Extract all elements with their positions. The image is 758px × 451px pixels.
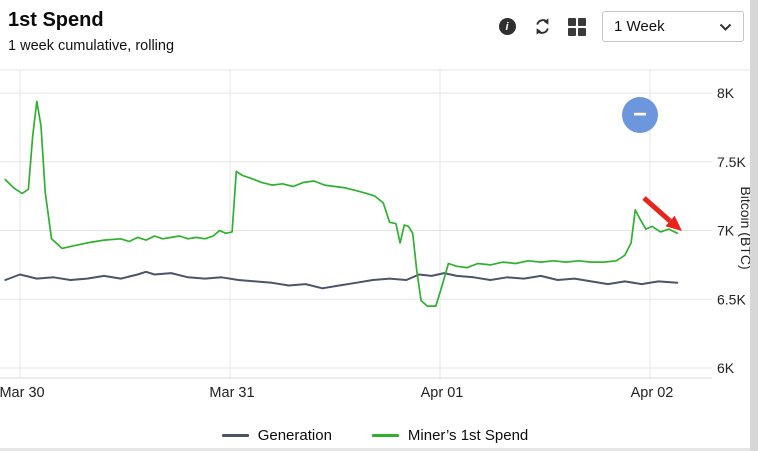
y-tick-label: 7K: [717, 223, 735, 239]
y-tick-label: 7.5K: [717, 154, 746, 170]
x-tick-label: Apr 02: [631, 385, 674, 401]
chart-subtitle: 1 week cumulative, rolling: [8, 38, 175, 54]
minus-icon: −: [632, 101, 647, 128]
legend-label-miners-1st-spend: Miner’s 1st Spend: [407, 427, 529, 444]
info-icon[interactable]: i: [497, 17, 517, 37]
layout-grid-icon[interactable]: [567, 17, 587, 37]
chart-legend: Generation Miner’s 1st Spend: [0, 427, 750, 444]
legend-item-generation[interactable]: Generation: [221, 427, 332, 444]
x-tick-label: Mar 31: [209, 385, 254, 401]
legend-swatch-generation: [221, 434, 249, 437]
refresh-icon[interactable]: [532, 17, 552, 37]
legend-label-generation: Generation: [257, 427, 332, 444]
layout-grid-icon-graphic: [568, 17, 586, 36]
legend-item-miners-1st-spend[interactable]: Miner’s 1st Spend: [371, 427, 529, 444]
y-tick-label: 6K: [717, 360, 735, 376]
chevron-down-icon: [719, 23, 732, 31]
page-title: 1st Spend: [8, 9, 104, 31]
timeframe-select[interactable]: 1 Week: [602, 11, 744, 42]
x-tick-label: Mar 30: [0, 385, 45, 401]
timeframe-value: 1 Week: [614, 18, 665, 35]
y-tick-label: 8K: [717, 85, 735, 101]
right-edge-gutter: [750, 0, 758, 451]
y-tick-label: 6.5K: [717, 291, 746, 307]
trend-arrow-annotation: [642, 196, 682, 231]
legend-swatch-miners-1st-spend: [371, 434, 399, 437]
zoom-out-button[interactable]: −: [622, 97, 658, 133]
bottom-edge-divider: [0, 448, 758, 451]
x-tick-label: Apr 01: [421, 385, 464, 401]
toolbar: i 1 Week: [497, 11, 744, 42]
series-line-miner-s-1st-spend: [4, 100, 679, 307]
refresh-icon-graphic: [535, 18, 549, 35]
series-line-generation: [4, 270, 679, 290]
info-icon-glyph: i: [498, 18, 516, 35]
